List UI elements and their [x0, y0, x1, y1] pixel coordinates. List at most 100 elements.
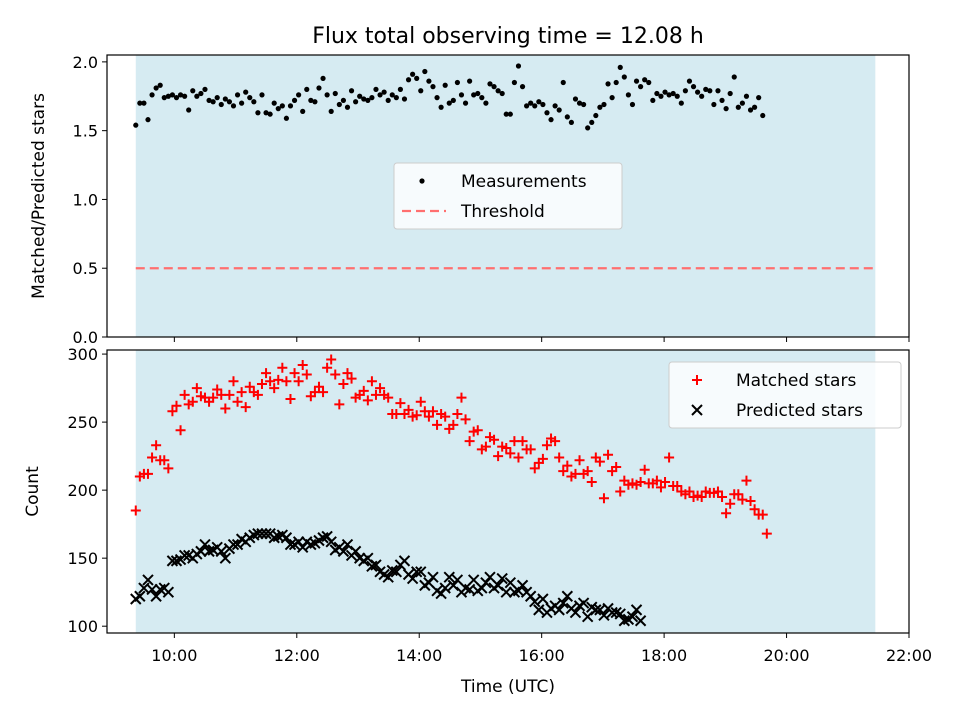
matched-star-point: [322, 362, 333, 373]
measurement-point: [373, 86, 379, 92]
y-axis-title: Count: [23, 466, 43, 517]
matched-star-point: [493, 451, 504, 462]
measurement-point: [646, 79, 652, 86]
predicted-star-point: [337, 545, 350, 558]
matched-star-point: [334, 399, 345, 410]
measurement-point: [251, 99, 257, 105]
measurement-point: [613, 79, 619, 86]
x-tick-label: 12:00: [274, 646, 320, 665]
measurement-point: [218, 101, 224, 108]
measurement-point: [422, 68, 428, 75]
measurement-point: [666, 92, 672, 98]
predicted-star-point: [569, 606, 582, 619]
measurement-point: [519, 84, 526, 90]
matched-star-point: [375, 383, 386, 394]
measurement-point: [560, 79, 566, 86]
series-measurements: [133, 63, 766, 131]
matched-star-point: [269, 383, 280, 394]
measurement-point: [536, 99, 542, 105]
predicted-star-point: [256, 527, 268, 540]
matched-star-point: [277, 362, 288, 373]
matched-star-point: [171, 400, 182, 411]
measurement-point: [182, 93, 188, 99]
measurement-point: [609, 95, 615, 101]
x-axis-title: Time (UTC): [460, 677, 555, 697]
measurement-point: [133, 122, 139, 128]
measurement-point: [206, 97, 212, 103]
matched-star-point: [297, 359, 308, 370]
measurement-point: [454, 79, 461, 86]
measurement-point: [446, 100, 452, 106]
predicted-star-point: [561, 590, 574, 602]
matched-star-point: [330, 369, 341, 380]
x-tick-label: 22:00: [886, 646, 932, 665]
measurement-point: [731, 74, 737, 80]
measurement-point: [739, 100, 745, 106]
matched-star-point: [191, 383, 202, 394]
matched-star-point: [395, 398, 406, 409]
matched-star-point: [448, 419, 459, 430]
series-matched-stars: [130, 354, 772, 539]
predicted-star-point: [537, 593, 549, 605]
matched-star-point: [696, 491, 707, 502]
matched-star-point: [383, 392, 394, 403]
matched-star-point: [265, 376, 276, 387]
measurement-point: [711, 101, 717, 108]
y-tick-label: 300: [67, 345, 98, 364]
matched-star-point: [603, 449, 614, 460]
matched-star-point: [130, 505, 141, 516]
matched-star-point: [252, 389, 263, 400]
matched-star-point: [725, 498, 736, 509]
measurement-point: [210, 99, 216, 105]
matched-star-point: [228, 376, 239, 387]
predicted-star-point: [146, 583, 158, 596]
measurement-point: [629, 101, 636, 108]
legend-label: Measurements: [461, 172, 587, 192]
measurement-point: [540, 101, 546, 108]
matched-star-point: [639, 464, 650, 475]
matched-star-point: [142, 468, 153, 479]
measurement-point: [336, 101, 342, 108]
measurement-point: [499, 90, 505, 97]
matched-star-point: [244, 381, 255, 392]
matched-star-point: [224, 389, 235, 400]
matched-star-point: [208, 392, 219, 403]
measurement-point: [153, 85, 159, 91]
measurement-point: [267, 111, 273, 117]
measurement-point: [544, 110, 550, 116]
matched-star-point: [582, 466, 593, 477]
matched-star-point: [529, 463, 540, 474]
measurement-point: [719, 97, 725, 103]
predicted-star-point: [390, 566, 403, 578]
measurement-point: [597, 104, 603, 110]
measurement-point: [259, 92, 265, 98]
matched-star-point: [651, 475, 662, 486]
measurement-point: [214, 95, 220, 101]
matched-star-point: [212, 384, 223, 395]
measurement-point: [638, 84, 644, 90]
matched-star-point: [175, 425, 186, 436]
count-panel: 100 150 200 250 300 10:00 12:00 14:00 16:00 18:00…: [23, 345, 932, 665]
measurement-point: [222, 96, 228, 102]
matched-star-point: [220, 403, 231, 414]
measurement-point: [353, 99, 359, 105]
matched-star-point: [464, 436, 475, 447]
measurement-point: [165, 93, 171, 99]
measurement-point: [507, 111, 513, 117]
predicted-star-point: [284, 538, 297, 551]
measurement-point: [401, 96, 408, 102]
x-tick-label: 20:00: [764, 646, 810, 665]
measurement-point: [703, 86, 709, 92]
matched-star-point: [342, 368, 353, 379]
matched-star-point: [256, 379, 267, 390]
measurement-point: [340, 97, 347, 103]
matched-star-point: [415, 396, 426, 407]
measurement-point: [275, 106, 281, 112]
matched-star-point: [489, 434, 500, 445]
measurement-point: [532, 103, 538, 109]
measurement-point: [747, 107, 754, 113]
predicted-star-point: [398, 555, 411, 567]
matched-star-point: [761, 528, 772, 539]
measurement-point: [291, 97, 298, 103]
matched-star-point: [147, 452, 158, 463]
